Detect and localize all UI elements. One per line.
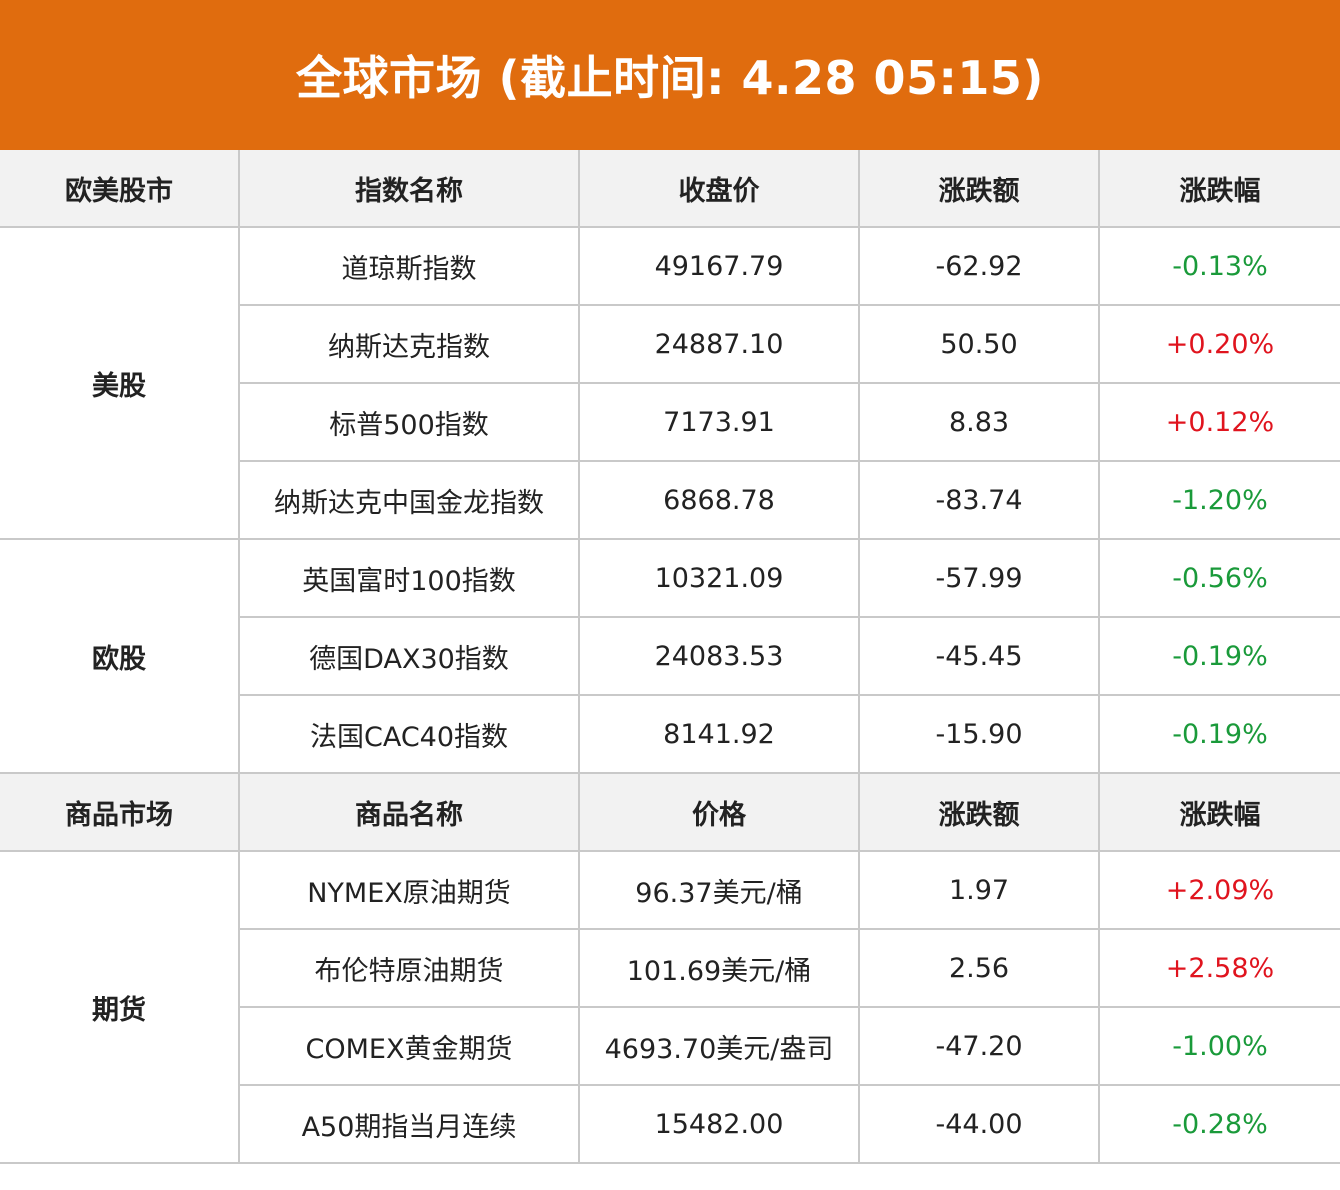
row-price: 10321.09 <box>578 538 860 618</box>
row-change: -45.45 <box>858 616 1100 696</box>
group-label-eu: 欧股 <box>0 538 240 774</box>
row-pct: -0.19% <box>1098 616 1340 696</box>
row-price: 96.37美元/桶 <box>578 850 860 930</box>
header-price: 价格 <box>578 772 860 852</box>
table-row: 欧股 英国富时100指数 10321.09 -57.99 -0.56% <box>0 538 1340 774</box>
table-row: 美股 道琼斯指数 49167.79 -62.92 -0.13% <box>0 226 1340 540</box>
row-pct: +2.09% <box>1098 850 1340 930</box>
row-change: -44.00 <box>858 1084 1100 1164</box>
row-pct: +0.12% <box>1098 382 1340 462</box>
row-price: 8141.92 <box>578 694 860 774</box>
row-name: NYMEX原油期货 <box>238 850 580 930</box>
row-change: 8.83 <box>858 382 1100 462</box>
row-pct: -0.28% <box>1098 1084 1340 1164</box>
header-change-pct: 涨跌幅 <box>1098 150 1340 228</box>
row-change: 50.50 <box>858 304 1100 384</box>
row-change: -47.20 <box>858 1006 1100 1086</box>
table-row: 纳斯达克指数 24887.10 50.50 +0.20% <box>0 304 1340 384</box>
market-table: 欧美股市 指数名称 收盘价 涨跌额 涨跌幅 美股 道琼斯指数 49167.79 … <box>0 150 1340 1164</box>
row-change: -62.92 <box>858 226 1100 306</box>
row-price: 49167.79 <box>578 226 860 306</box>
row-name: A50期指当月连续 <box>239 1084 580 1164</box>
group-label-us: 美股 <box>0 226 240 540</box>
row-change: 2.56 <box>858 928 1100 1008</box>
row-name: COMEX黄金期货 <box>239 1006 580 1086</box>
table-row: 法国CAC40指数 8141.92 -15.90 -0.19% <box>0 694 1340 774</box>
row-name: 纳斯达克指数 <box>239 304 580 384</box>
header-change-pct: 涨跌幅 <box>1098 772 1340 852</box>
row-price: 24887.10 <box>578 304 860 384</box>
header-close-price: 收盘价 <box>578 150 860 228</box>
row-name: 标普500指数 <box>239 382 580 462</box>
commodity-header-row: 商品市场 商品名称 价格 涨跌额 涨跌幅 <box>0 772 1340 852</box>
row-pct: -0.13% <box>1098 226 1340 306</box>
row-change: -83.74 <box>858 460 1100 540</box>
table-row: 期货 NYMEX原油期货 96.37美元/桶 1.97 +2.09% <box>0 850 1340 1164</box>
row-price: 101.69美元/桶 <box>578 928 860 1008</box>
row-price: 15482.00 <box>578 1084 860 1164</box>
row-pct: -0.56% <box>1098 538 1340 618</box>
header-change: 涨跌额 <box>858 772 1100 852</box>
row-price: 24083.53 <box>578 616 860 696</box>
table-row: 纳斯达克中国金龙指数 6868.78 -83.74 -1.20% <box>0 460 1340 540</box>
row-price: 6868.78 <box>578 460 860 540</box>
row-price: 4693.70美元/盎司 <box>578 1006 860 1086</box>
row-pct: +0.20% <box>1098 304 1340 384</box>
row-pct: -1.00% <box>1098 1006 1340 1086</box>
page-title: 全球市场 (截止时间: 4.28 05:15) <box>296 51 1044 105</box>
table-row: 布伦特原油期货 101.69美元/桶 2.56 +2.58% <box>0 928 1340 1008</box>
row-name: 德国DAX30指数 <box>239 616 580 696</box>
row-name: 布伦特原油期货 <box>239 928 580 1008</box>
row-price: 7173.91 <box>578 382 860 462</box>
table-row: COMEX黄金期货 4693.70美元/盎司 -47.20 -1.00% <box>0 1006 1340 1086</box>
row-change: -15.90 <box>858 694 1100 774</box>
table-row: A50期指当月连续 15482.00 -44.00 -0.28% <box>0 1084 1340 1164</box>
header-market: 欧美股市 <box>0 150 240 228</box>
header-commodity-market: 商品市场 <box>0 772 240 852</box>
row-pct: -0.19% <box>1098 694 1340 774</box>
row-change: 1.97 <box>858 850 1100 930</box>
title-banner: 全球市场 (截止时间: 4.28 05:15) <box>0 0 1340 150</box>
row-pct: -1.20% <box>1098 460 1340 540</box>
header-change: 涨跌额 <box>858 150 1100 228</box>
row-pct: +2.58% <box>1098 928 1340 1008</box>
row-name: 纳斯达克中国金龙指数 <box>239 460 580 540</box>
stock-header-row: 欧美股市 指数名称 收盘价 涨跌额 涨跌幅 <box>0 150 1340 228</box>
row-change: -57.99 <box>858 538 1100 618</box>
group-label-futures: 期货 <box>0 850 240 1164</box>
row-name: 道琼斯指数 <box>238 226 580 306</box>
row-name: 英国富时100指数 <box>238 538 580 618</box>
table-row: 标普500指数 7173.91 8.83 +0.12% <box>0 382 1340 462</box>
row-name: 法国CAC40指数 <box>239 694 580 774</box>
header-commodity-name: 商品名称 <box>238 772 580 852</box>
header-index-name: 指数名称 <box>238 150 580 228</box>
table-row: 德国DAX30指数 24083.53 -45.45 -0.19% <box>0 616 1340 696</box>
